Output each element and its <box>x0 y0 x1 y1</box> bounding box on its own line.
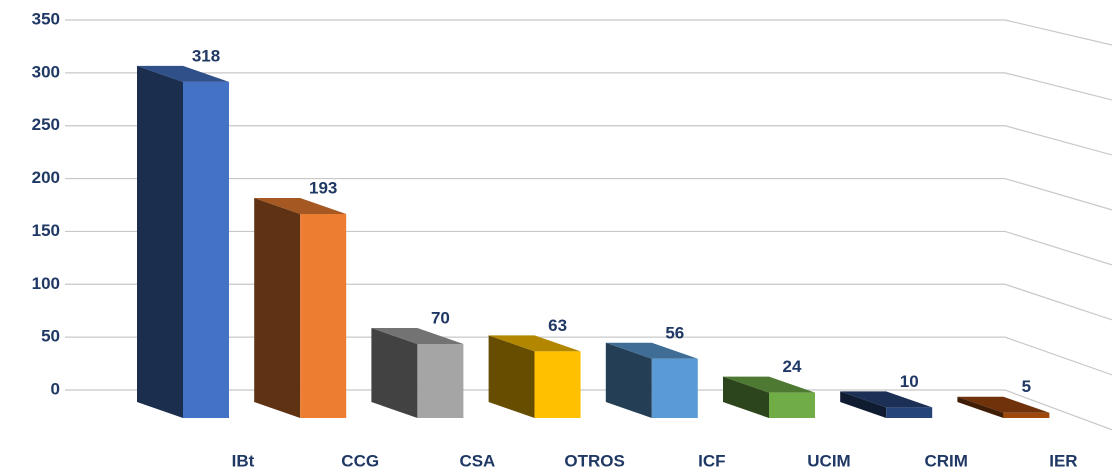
bar <box>488 335 581 418</box>
x-tick-label: CSA <box>459 451 495 470</box>
bar <box>840 391 933 418</box>
bar-front <box>886 407 933 418</box>
y-tick-label: 300 <box>32 62 60 81</box>
y-tick-label: 50 <box>41 327 60 346</box>
value-label: 5 <box>1022 377 1031 396</box>
value-label: 70 <box>431 308 450 327</box>
bar-side <box>840 391 887 418</box>
bar-top <box>723 376 815 393</box>
grid-line <box>65 283 1112 321</box>
bar <box>605 342 698 418</box>
x-tick-label: UCIM <box>807 451 850 470</box>
bar-front <box>534 351 581 418</box>
bar-top <box>254 197 347 214</box>
grid-line <box>65 19 1112 46</box>
bar <box>723 376 815 418</box>
grid-line <box>65 177 1112 211</box>
value-label: 63 <box>548 316 567 335</box>
y-tick-label: 150 <box>32 221 60 240</box>
bar-top <box>371 328 464 344</box>
grid-line <box>65 72 1112 101</box>
grid-line <box>65 125 1112 156</box>
bar-top <box>488 335 581 352</box>
value-label: 193 <box>309 178 337 197</box>
x-tick-label: CCG <box>341 451 379 470</box>
bar <box>254 197 347 418</box>
y-tick-label: 100 <box>32 274 60 293</box>
bar-side <box>371 328 418 418</box>
value-label: 56 <box>665 323 684 342</box>
bar-top <box>605 342 698 359</box>
bar-top <box>957 396 1050 413</box>
y-tick-label: 0 <box>51 379 60 398</box>
bar-side <box>137 65 183 418</box>
bar-front <box>417 344 464 418</box>
bar-front <box>651 358 698 418</box>
bar-side <box>254 197 301 418</box>
x-tick-label: IER <box>1049 451 1077 470</box>
bar-top <box>137 65 229 82</box>
value-label: 10 <box>900 372 919 391</box>
value-label: 318 <box>192 46 220 65</box>
bar <box>137 65 229 418</box>
bar-side <box>723 376 769 418</box>
bar-front <box>1003 412 1050 418</box>
bar-side <box>488 335 535 418</box>
y-tick-label: 200 <box>32 168 60 187</box>
bar-side <box>957 396 1004 418</box>
bar <box>957 396 1050 418</box>
bar-front <box>769 392 815 418</box>
x-tick-label: OTROS <box>564 451 624 470</box>
x-tick-label: ICF <box>698 451 725 470</box>
y-tick-label: 250 <box>32 115 60 134</box>
value-label: 24 <box>783 357 802 376</box>
bar-side <box>605 342 652 418</box>
x-tick-label: IBt <box>232 451 255 470</box>
bar-top <box>840 391 933 408</box>
bar-front <box>183 81 229 418</box>
y-tick-label: 350 <box>32 9 60 28</box>
x-tick-label: CRIM <box>924 451 967 470</box>
grid-line <box>65 230 1112 266</box>
bar <box>371 328 464 418</box>
bar-front <box>300 213 347 418</box>
